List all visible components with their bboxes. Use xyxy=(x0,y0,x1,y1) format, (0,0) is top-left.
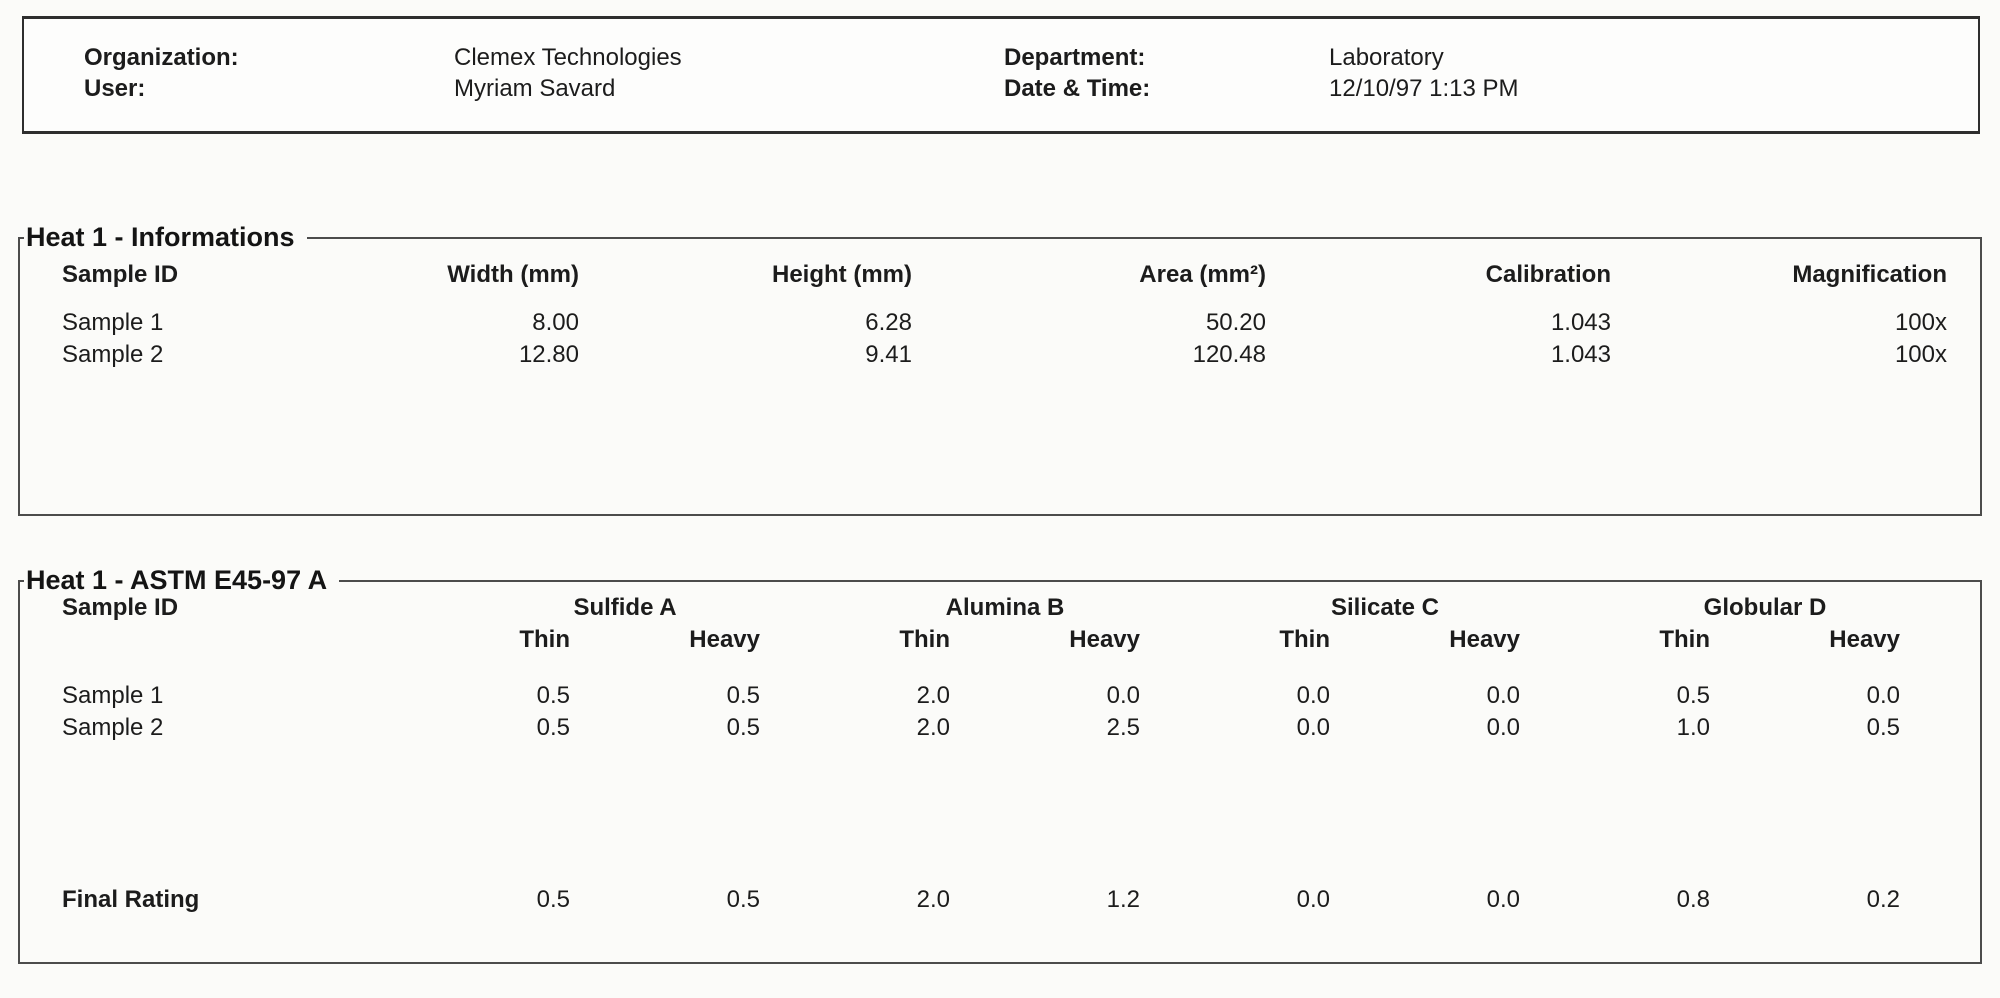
astm-group-silicate-c: Silicate C xyxy=(1330,594,1440,621)
final-rating-label: Final Rating xyxy=(62,886,200,913)
astm-section-title: Heat 1 - ASTM E45-97 A xyxy=(24,565,340,595)
info-row-magnification: 100x xyxy=(1894,341,1947,368)
astm-value: 0.5 xyxy=(726,682,760,709)
astm-value: 0.0 xyxy=(1106,682,1140,709)
astm-section: Heat 1 - ASTM E45-97 A Sample ID Sulfide… xyxy=(18,565,1982,964)
astm-sub-thin: Thin xyxy=(1659,626,1710,653)
organization-value: Clemex Technologies xyxy=(454,44,682,71)
astm-col-sample-id: Sample ID xyxy=(62,594,179,621)
astm-sub-heavy: Heavy xyxy=(689,626,760,653)
astm-group-sulfide-a: Sulfide A xyxy=(573,594,677,621)
info-col-width: Width (mm) xyxy=(447,261,579,288)
info-row-sample-id: Sample 1 xyxy=(62,309,164,336)
astm-row-label: Sample 2 xyxy=(62,714,164,741)
info-row-sample-id: Sample 2 xyxy=(62,341,164,368)
info-col-sample-id: Sample ID xyxy=(62,261,179,288)
final-rating-value: 2.0 xyxy=(916,886,950,913)
department-value: Laboratory xyxy=(1329,44,1444,71)
astm-value: 1.0 xyxy=(1676,714,1710,741)
astm-value: 0.0 xyxy=(1866,682,1900,709)
astm-value: 0.5 xyxy=(726,714,760,741)
astm-value: 2.5 xyxy=(1106,714,1140,741)
astm-group-header: Sample ID Sulfide A Alumina B Silicate C… xyxy=(20,594,1980,626)
astm-value: 0.0 xyxy=(1486,682,1520,709)
final-rating-value: 0.8 xyxy=(1676,886,1710,913)
astm-value: 0.5 xyxy=(536,682,570,709)
astm-value: 0.0 xyxy=(1296,714,1330,741)
astm-table-row: Sample 1 0.5 0.5 2.0 0.0 0.0 0.0 0.5 0.0 xyxy=(20,682,1980,714)
astm-value: 0.5 xyxy=(1866,714,1900,741)
astm-row-label: Sample 1 xyxy=(62,682,164,709)
astm-value: 0.0 xyxy=(1486,714,1520,741)
info-table-row: Sample 2 12.80 9.41 120.48 1.043 100x xyxy=(20,341,1980,373)
astm-subheader-row: Thin Heavy Thin Heavy Thin Heavy Thin He… xyxy=(20,626,1980,660)
info-row-calibration: 1.043 xyxy=(1550,341,1611,368)
info-table-header: Sample ID Width (mm) Height (mm) Area (m… xyxy=(20,261,1980,295)
astm-group-globular-d: Globular D xyxy=(1703,594,1827,621)
user-label: User: xyxy=(84,75,146,102)
user-value: Myriam Savard xyxy=(454,75,616,102)
report-header-grid: Organization: Clemex Technologies Depart… xyxy=(24,19,1978,104)
astm-final-rating-row: Final Rating 0.5 0.5 2.0 1.2 0.0 0.0 0.8… xyxy=(20,886,1980,918)
astm-value: 2.0 xyxy=(916,682,950,709)
final-rating-value: 0.5 xyxy=(536,886,570,913)
astm-sub-thin: Thin xyxy=(1279,626,1330,653)
info-table-row: Sample 1 8.00 6.28 50.20 1.043 100x xyxy=(20,309,1980,341)
info-row-area: 50.20 xyxy=(1205,309,1266,336)
info-col-calibration: Calibration xyxy=(1485,261,1611,288)
info-row-width: 12.80 xyxy=(518,341,579,368)
organization-label: Organization: xyxy=(84,44,239,71)
astm-sub-heavy: Heavy xyxy=(1069,626,1140,653)
astm-value: 0.0 xyxy=(1296,682,1330,709)
astm-sub-heavy: Heavy xyxy=(1829,626,1900,653)
astm-group-alumina-b: Alumina B xyxy=(945,594,1065,621)
info-col-height: Height (mm) xyxy=(772,261,912,288)
astm-value: 2.0 xyxy=(916,714,950,741)
astm-value: 0.5 xyxy=(536,714,570,741)
astm-subheader-spacer xyxy=(20,626,380,660)
astm-table-row: Sample 2 0.5 0.5 2.0 2.5 0.0 0.0 1.0 0.5 xyxy=(20,714,1980,746)
info-row-height: 6.28 xyxy=(865,309,912,336)
astm-value: 0.5 xyxy=(1676,682,1710,709)
datetime-value: 12/10/97 1:13 PM xyxy=(1329,75,1519,102)
info-col-area: Area (mm²) xyxy=(1139,261,1266,288)
info-section-title: Heat 1 - Informations xyxy=(24,222,307,252)
info-row-height: 9.41 xyxy=(865,341,912,368)
datetime-label: Date & Time: xyxy=(1004,75,1151,102)
astm-sub-thin: Thin xyxy=(519,626,570,653)
astm-sub-thin: Thin xyxy=(899,626,950,653)
final-rating-value: 0.2 xyxy=(1866,886,1900,913)
info-row-width: 8.00 xyxy=(532,309,579,336)
department-label: Department: xyxy=(1004,44,1146,71)
info-section: Heat 1 - Informations Sample ID Width (m… xyxy=(18,222,1982,516)
report-header-box: Organization: Clemex Technologies Depart… xyxy=(22,16,1980,134)
info-row-calibration: 1.043 xyxy=(1550,309,1611,336)
final-rating-value: 0.5 xyxy=(726,886,760,913)
final-rating-value: 0.0 xyxy=(1296,886,1330,913)
info-row-area: 120.48 xyxy=(1192,341,1266,368)
info-row-magnification: 100x xyxy=(1894,309,1947,336)
final-rating-value: 1.2 xyxy=(1106,886,1140,913)
info-col-magnification: Magnification xyxy=(1792,261,1947,288)
final-rating-value: 0.0 xyxy=(1486,886,1520,913)
astm-sub-heavy: Heavy xyxy=(1449,626,1520,653)
